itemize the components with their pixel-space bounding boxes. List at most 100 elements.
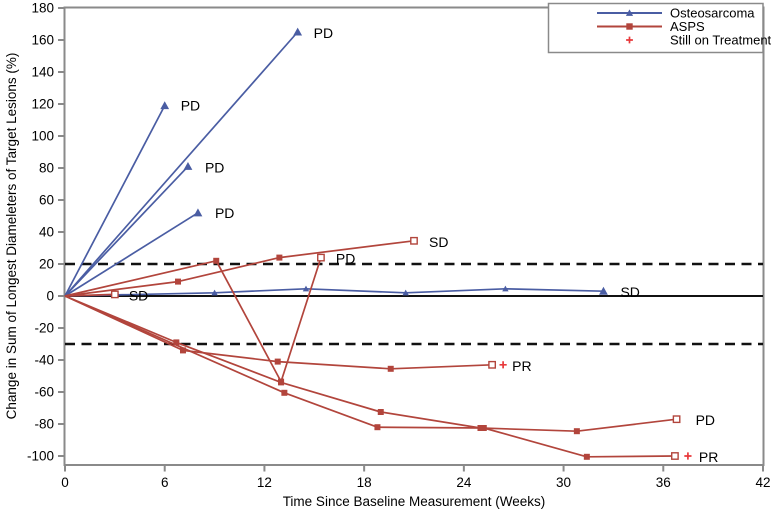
data-point-marker — [281, 389, 288, 396]
data-point-marker — [374, 424, 381, 431]
series-asps-9: PD — [64, 295, 715, 435]
series-line — [64, 293, 115, 297]
data-point-marker — [402, 289, 409, 296]
data-point-marker — [213, 257, 220, 264]
data-point-marker — [274, 358, 281, 365]
series-line — [64, 295, 675, 458]
y-tick-label: 120 — [31, 97, 54, 112]
legend-item-still-on-treatment: Still on Treatment — [626, 33, 772, 48]
data-point-marker — [672, 415, 681, 424]
series-line — [64, 165, 189, 297]
x-tick-label: 12 — [257, 475, 272, 490]
y-tick-label: -100 — [27, 449, 54, 464]
y-tick-label: 40 — [39, 225, 54, 240]
data-point-marker — [488, 360, 497, 369]
series-asps-8: PR — [64, 295, 532, 374]
response-label-pd: PD — [336, 251, 355, 267]
series-osteosarcoma-5: SD — [64, 284, 640, 300]
data-point-marker — [293, 27, 303, 36]
data-point-marker — [160, 101, 170, 110]
y-tick-label: 0 — [46, 289, 54, 304]
legend-box — [547, 2, 764, 54]
legend-item-asps: ASPS — [597, 19, 705, 34]
series-line — [64, 295, 677, 433]
y-tick-label: 80 — [39, 161, 54, 176]
x-tick-label: 24 — [456, 475, 472, 490]
data-point-marker — [387, 365, 394, 372]
x-axis-title: Time Since Baseline Measurement (Weeks) — [283, 494, 546, 509]
data-point-marker — [175, 278, 182, 285]
x-axis: 0 6 12 18 24 30 36 42 Time Since Baseline Measur… — [61, 464, 771, 509]
x-tick-label: 42 — [755, 475, 770, 490]
response-label-pd: PD — [696, 412, 715, 428]
data-point-marker — [183, 162, 193, 170]
response-label-sd: SD — [429, 234, 448, 250]
y-tick-label: -40 — [34, 353, 54, 368]
series-line — [64, 257, 322, 383]
x-tick-label: 6 — [161, 475, 169, 490]
legend-item-osteosarcoma: Osteosarcoma — [597, 6, 755, 21]
y-tick-label: 140 — [31, 65, 54, 80]
series-asps-10: PR — [64, 295, 718, 465]
y-tick-label: 100 — [31, 129, 54, 144]
data-point-marker — [626, 23, 633, 30]
data-point-marker — [410, 236, 418, 245]
data-point-marker — [317, 253, 325, 262]
data-point-marker — [278, 379, 285, 386]
y-tick-label: -60 — [34, 385, 54, 400]
data-point-marker — [573, 428, 580, 435]
series-asps-6: SD — [64, 234, 448, 297]
x-tick-label: 30 — [556, 475, 571, 490]
still-on-treatment-marker — [626, 36, 633, 44]
series-line — [64, 105, 166, 297]
response-label-pr: PR — [699, 449, 718, 465]
data-point-marker — [599, 286, 608, 295]
data-point-marker — [193, 208, 203, 217]
data-point-marker — [671, 452, 679, 460]
y-tick-label: 20 — [39, 257, 54, 272]
series-line — [64, 287, 604, 297]
response-label-sd: SD — [129, 287, 148, 303]
series-asps-11: SD — [64, 287, 148, 303]
y-tick-label: 160 — [31, 33, 54, 48]
series-osteosarcoma-2: PD — [64, 25, 333, 297]
y-axis: -100 -80 -60 -40 -20 0 20 40 60 80 100 120 140 160 180… — [4, 1, 65, 464]
y-tick-label: 60 — [39, 193, 54, 208]
legend-label: Still on Treatment — [670, 33, 772, 48]
data-point-marker — [583, 453, 590, 460]
series-line — [64, 31, 299, 297]
response-label-pd: PD — [314, 25, 333, 41]
response-label-sd: SD — [620, 284, 639, 300]
data-point-marker — [625, 9, 634, 16]
x-tick-label: 18 — [357, 475, 372, 490]
response-label-pd: PD — [181, 98, 200, 114]
data-point-marker — [110, 290, 119, 299]
legend-label: ASPS — [670, 19, 705, 34]
data-point-marker — [211, 289, 218, 296]
series-line — [64, 212, 199, 297]
data-point-marker — [276, 254, 283, 261]
data-point-marker — [480, 425, 487, 432]
response-label-pd: PD — [215, 205, 234, 221]
series-osteosarcoma-4: PD — [64, 205, 234, 297]
series-osteosarcoma-1: PD — [64, 98, 200, 297]
series-line — [64, 239, 415, 297]
legend-label: Osteosarcoma — [670, 6, 755, 21]
x-tick-label: 36 — [656, 475, 671, 490]
plot-frame — [63, 6, 765, 466]
data-point-marker — [377, 409, 384, 416]
data-point-marker — [502, 285, 509, 292]
series-line — [64, 295, 493, 370]
still-on-treatment-marker — [684, 452, 692, 460]
x-tick-label: 0 — [61, 475, 69, 490]
y-tick-label: -80 — [34, 417, 54, 432]
y-tick-label: 180 — [31, 1, 54, 16]
series-osteosarcoma-3: PD — [64, 159, 224, 297]
still-on-treatment-marker — [499, 361, 507, 369]
y-axis-title: Change in Sum of Longest Diameleters of … — [4, 53, 19, 420]
data-point-marker — [302, 285, 310, 292]
response-label-pr: PR — [512, 358, 531, 374]
response-label-pd: PD — [205, 159, 224, 175]
